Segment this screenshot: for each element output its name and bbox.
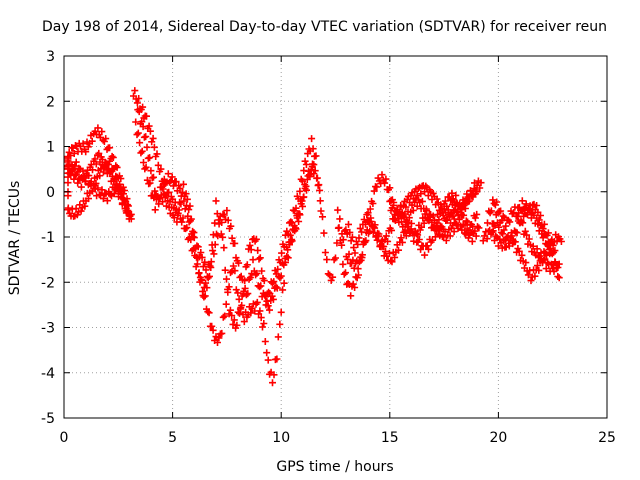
y-tick-label: -3 [41,321,55,337]
y-axis-label: SDTVAR / TECUs [7,181,23,296]
x-tick-label: 10 [272,430,290,446]
axis-ticks: 0 5 10 15 20 25 -5 -4 -3 -2 -1 0 1 2 3 [41,49,616,446]
y-tick-label: 0 [46,185,55,201]
x-axis-label: GPS time / hours [276,459,393,475]
data-trace-markers [386,182,481,227]
data-trace-markers [514,197,559,256]
y-tick-label: -4 [41,366,55,382]
x-tick-label: 0 [60,430,69,446]
y-tick-label: -5 [41,411,55,427]
x-tick-label: 15 [381,430,399,446]
data-points [64,87,565,387]
data-trace-markers [342,189,481,273]
y-tick-label: 1 [46,140,55,156]
y-tick-label: 2 [46,94,55,110]
grid [64,56,607,418]
x-tick-label: 20 [489,430,507,446]
data-trace-markers [64,158,133,223]
plot-frame [63,55,608,419]
chart-title: Day 198 of 2014, Sidereal Day-to-day VTE… [42,19,607,35]
y-tick-label: -2 [41,275,55,291]
x-tick-label: 25 [598,430,616,446]
data-trace-markers [132,118,324,309]
data-trace-markers [484,196,563,275]
y-tick-label: -1 [41,230,55,246]
data-trace-markers [134,106,318,332]
x-tick-label: 5 [168,430,177,446]
y-tick-label: 3 [46,49,55,65]
